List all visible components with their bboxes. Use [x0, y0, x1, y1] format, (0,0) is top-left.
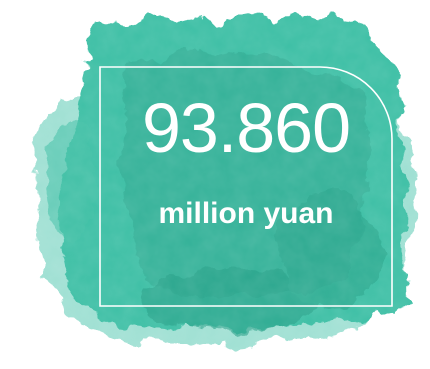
stat-unit: million yuan: [158, 197, 334, 230]
stat-value: 93.860: [141, 89, 351, 167]
badge-frame: [99, 66, 393, 307]
